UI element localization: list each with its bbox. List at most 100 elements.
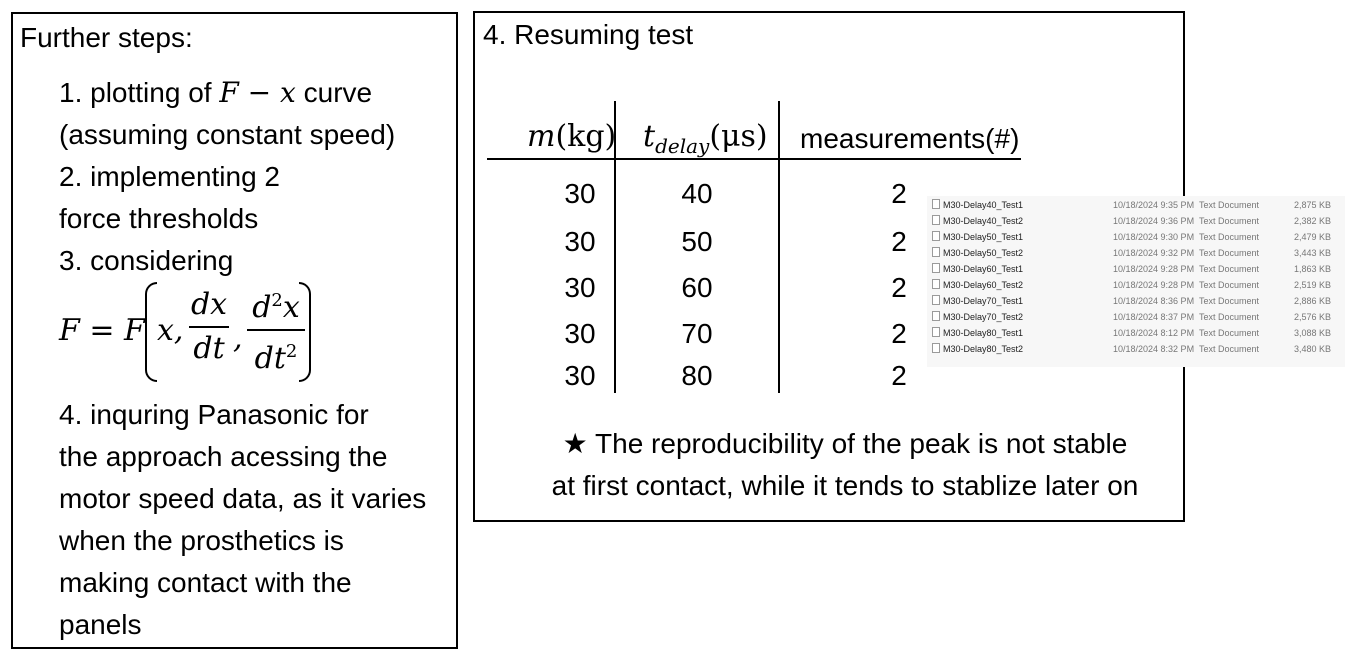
file-date: 10/18/2024 9:28 PM	[1113, 280, 1195, 290]
frac2-numerator: d2x	[247, 286, 305, 331]
step-3-line: 3. considering	[59, 245, 234, 276]
file-row[interactable]: M30-Delay60_Test2 10/18/2024 9:28 PM Tex…	[927, 277, 1345, 293]
file-date: 10/18/2024 8:36 PM	[1113, 296, 1195, 306]
file-row[interactable]: M30-Delay80_Test2 10/18/2024 8:32 PM Tex…	[927, 341, 1345, 357]
file-row[interactable]: M30-Delay60_Test1 10/18/2024 9:28 PM Tex…	[927, 261, 1345, 277]
file-size: 2,576 KB	[1293, 312, 1331, 322]
delay-cell: 40	[681, 178, 713, 209]
force-formula: F = F x, dx dt , d2x dt2	[59, 282, 455, 394]
formula-first-derivative: dx dt	[189, 290, 229, 364]
file-listing: M30-Delay40_Test1 10/18/2024 9:35 PM Tex…	[927, 196, 1345, 367]
mass-cell: 30	[564, 178, 596, 209]
text-file-icon	[932, 343, 940, 353]
frac1-denominator: dt	[193, 331, 225, 366]
file-name: M30-Delay60_Test1	[943, 264, 1024, 274]
step-4-line-3: motor speed data, as it varies	[59, 483, 427, 514]
delay-cell: 60	[681, 272, 713, 303]
file-type: Text Document	[1199, 264, 1260, 274]
delay-symbol: t	[643, 119, 656, 154]
file-name: M30-Delay50_Test2	[943, 248, 1024, 258]
text-file-icon	[932, 327, 940, 337]
count-cell: 2	[891, 178, 907, 209]
file-type: Text Document	[1199, 200, 1260, 210]
file-size: 3,443 KB	[1293, 248, 1331, 258]
file-date: 10/18/2024 9:36 PM	[1113, 216, 1195, 226]
file-row[interactable]: M30-Delay50_Test2 10/18/2024 9:32 PM Tex…	[927, 245, 1345, 261]
file-type: Text Document	[1199, 312, 1260, 322]
file-size: 2,382 KB	[1293, 216, 1331, 226]
delay-cell: 80	[681, 360, 713, 391]
step-2-line-1: 2. implementing 2	[59, 161, 281, 192]
mass-unit: (kg)	[555, 119, 617, 154]
file-type: Text Document	[1199, 328, 1260, 338]
count-cell: 2	[891, 318, 907, 349]
frac2-num-exponent: 2	[271, 290, 283, 311]
file-row[interactable]: M30-Delay80_Test1 10/18/2024 8:12 PM Tex…	[927, 325, 1345, 341]
step-4-line-4: when the prosthetics is	[59, 525, 344, 556]
frac2-num-d: d	[252, 290, 272, 325]
header-delay: tdelay(μs)	[643, 119, 768, 158]
file-date: 10/18/2024 9:28 PM	[1113, 264, 1195, 274]
step-4-line-2: the approach acessing the	[59, 441, 388, 472]
file-type: Text Document	[1199, 248, 1260, 258]
file-name: M30-Delay60_Test2	[943, 280, 1024, 290]
file-name: M30-Delay70_Test1	[943, 296, 1024, 306]
frac2-num-x: x	[282, 290, 300, 325]
further-steps-title: Further steps:	[20, 22, 193, 53]
file-date: 10/18/2024 8:32 PM	[1113, 344, 1195, 354]
file-size: 2,519 KB	[1293, 280, 1331, 290]
mass-cell: 30	[564, 226, 596, 257]
note-line-2: at first contact, while it tends to stab…	[551, 470, 1139, 501]
formula-second-derivative: d2x dt2	[247, 286, 305, 374]
file-size: 2,875 KB	[1293, 200, 1331, 210]
file-name: M30-Delay70_Test2	[943, 312, 1024, 322]
step-4-line-1: 4. inquring Panasonic for	[59, 399, 369, 430]
file-type: Text Document	[1199, 280, 1260, 290]
step-1-text: 1. plotting of	[59, 77, 220, 108]
file-type: Text Document	[1199, 216, 1260, 226]
file-date: 10/18/2024 8:37 PM	[1113, 312, 1195, 322]
mass-cell: 30	[564, 318, 596, 349]
step-1-line-1: 1. plotting of F − x curve	[59, 72, 455, 114]
file-row[interactable]: M30-Delay70_Test2 10/18/2024 8:37 PM Tex…	[927, 309, 1345, 325]
file-name: M30-Delay80_Test2	[943, 344, 1024, 354]
table-divider-2	[778, 101, 780, 393]
file-size: 3,088 KB	[1293, 328, 1331, 338]
text-file-icon	[932, 263, 940, 273]
file-date: 10/18/2024 8:12 PM	[1113, 328, 1195, 338]
formula-comma: ,	[233, 321, 243, 356]
file-type: Text Document	[1199, 232, 1260, 242]
file-size: 2,886 KB	[1293, 296, 1331, 306]
header-mass: m(kg)	[527, 119, 616, 154]
minus-sign: −	[238, 76, 281, 109]
frac2-den-exponent: 2	[285, 341, 298, 362]
step-4-line-5: making contact with the	[59, 567, 352, 598]
text-file-icon	[932, 231, 940, 241]
file-name: M30-Delay50_Test1	[943, 232, 1024, 242]
formula-right-paren	[299, 282, 311, 382]
text-file-icon	[932, 295, 940, 305]
further-steps-panel: Further steps: 1. plotting of F − x curv…	[11, 12, 458, 649]
file-size: 2,479 KB	[1293, 232, 1331, 242]
formula-left-paren	[145, 282, 157, 382]
file-row[interactable]: M30-Delay70_Test1 10/18/2024 8:36 PM Tex…	[927, 293, 1345, 309]
file-size: 3,480 KB	[1293, 344, 1331, 354]
file-row[interactable]: M30-Delay40_Test1 10/18/2024 9:35 PM Tex…	[927, 197, 1345, 213]
position-symbol: x	[280, 76, 296, 109]
delay-unit: (μs)	[709, 119, 768, 154]
table-divider-1	[614, 101, 616, 393]
resuming-test-title: 4. Resuming test	[483, 19, 694, 50]
reproducibility-note: ★ The reproducibility of the peak is not…	[515, 423, 1175, 507]
formula-arg-x: x,	[157, 313, 184, 348]
file-type: Text Document	[1199, 296, 1260, 306]
file-row[interactable]: M30-Delay40_Test2 10/18/2024 9:36 PM Tex…	[927, 213, 1345, 229]
step-4-line-6: panels	[59, 609, 142, 640]
frac2-denominator: dt2	[247, 331, 305, 374]
file-name: M30-Delay40_Test2	[943, 216, 1024, 226]
text-file-icon	[932, 215, 940, 225]
file-row[interactable]: M30-Delay50_Test1 10/18/2024 9:30 PM Tex…	[927, 229, 1345, 245]
count-cell: 2	[891, 272, 907, 303]
step-1-suffix: curve	[295, 77, 373, 108]
count-cell: 2	[891, 360, 907, 391]
force-symbol: F	[219, 76, 239, 109]
